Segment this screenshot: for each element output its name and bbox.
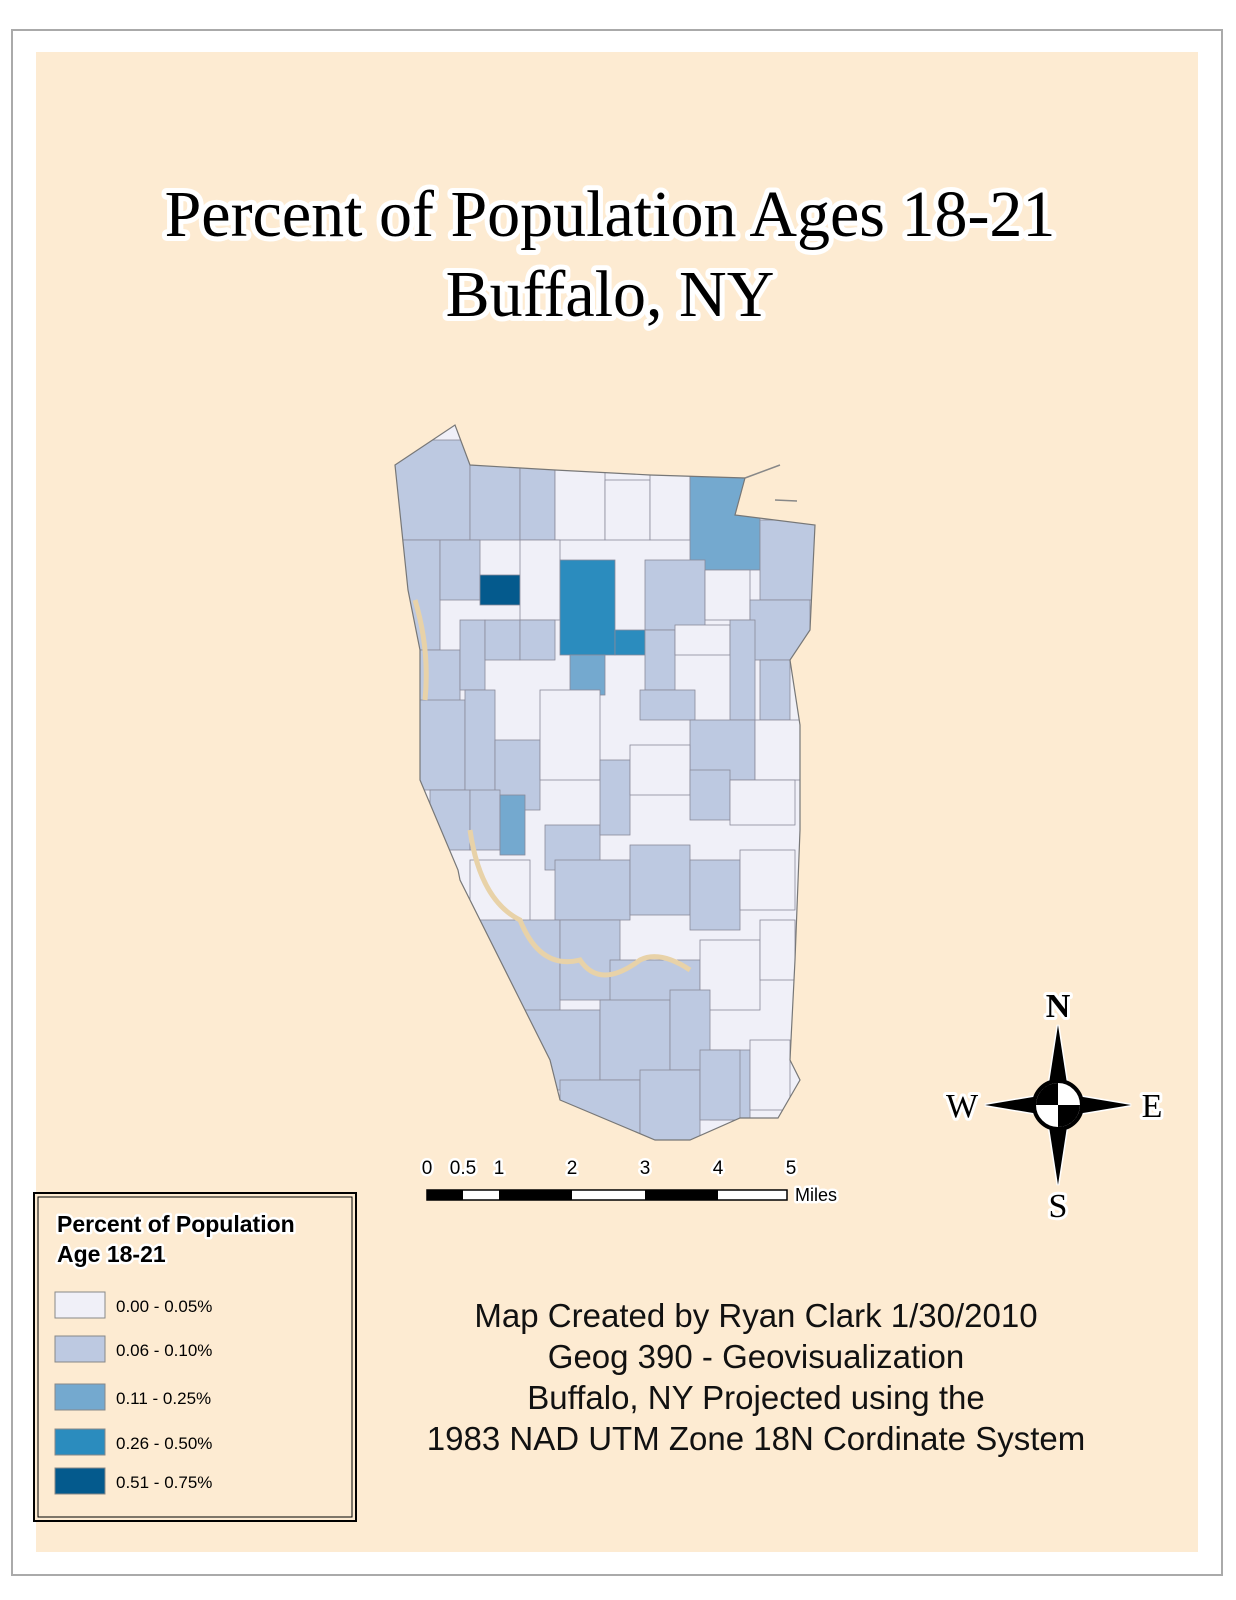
scale-unit: Miles <box>795 1185 837 1205</box>
legend-label: 0.11 - 0.25% <box>116 1389 211 1408</box>
legend-label: 0.06 - 0.10% <box>116 1341 212 1360</box>
tract <box>559 559 616 656</box>
tract <box>759 659 791 721</box>
legend-title: Percent of Population <box>57 1211 295 1237</box>
compass-label: E <box>1142 1088 1163 1125</box>
tract <box>639 1069 701 1140</box>
tract <box>469 459 521 541</box>
legend-label: 0.51 - 0.75% <box>116 1473 212 1492</box>
legend-frame-inner <box>37 1196 353 1518</box>
tract <box>484 619 521 661</box>
tract <box>644 629 676 691</box>
compass-label: S <box>1049 1188 1068 1225</box>
tract <box>614 629 646 656</box>
scale-label: 0 <box>422 1158 433 1179</box>
tract <box>739 849 796 911</box>
tract <box>729 779 796 826</box>
tract <box>629 844 691 916</box>
tract <box>469 789 501 851</box>
tract <box>729 619 756 721</box>
legend-label: 0.00 - 0.05% <box>116 1297 212 1316</box>
scale-label: 0.5 <box>450 1158 476 1179</box>
tract <box>704 569 751 621</box>
scale-label: 2 <box>567 1158 578 1179</box>
credit-line: Buffalo, NY Projected using the <box>527 1379 984 1416</box>
compass-label: N <box>1046 988 1071 1025</box>
tract <box>419 699 466 791</box>
legend-swatch <box>54 1428 106 1456</box>
city-outline <box>394 424 816 1141</box>
tract <box>639 689 696 721</box>
tract <box>554 469 606 541</box>
tract <box>519 459 556 541</box>
tract <box>699 1049 741 1121</box>
compass-center <box>1036 1083 1080 1127</box>
tract <box>464 689 496 801</box>
tract <box>539 689 601 781</box>
tract <box>604 479 651 541</box>
scale-segment <box>499 1190 572 1200</box>
tract <box>519 619 556 661</box>
tract <box>569 654 606 696</box>
scale-bar-frame <box>426 1189 788 1201</box>
tract <box>599 759 631 836</box>
tract <box>674 624 731 656</box>
scale-segment <box>645 1190 718 1200</box>
tract <box>759 919 796 981</box>
tract <box>689 769 731 821</box>
north-arrow: N S W E <box>943 985 1165 1228</box>
legend-label: 0.26 - 0.50% <box>116 1434 212 1453</box>
title-line: Buffalo, NY <box>446 258 775 331</box>
credit-line: Geog 390 - Geovisualization <box>548 1338 964 1375</box>
tract <box>629 744 691 796</box>
credit-line: Map Created by Ryan Clark 1/30/2010 <box>474 1297 1037 1334</box>
tract <box>519 539 561 621</box>
tract <box>749 1039 791 1111</box>
scale-segment <box>427 1190 463 1200</box>
shoreline <box>744 464 798 502</box>
tract <box>644 559 706 631</box>
legend-swatch <box>54 1383 106 1411</box>
legend-swatch <box>54 1335 106 1363</box>
tract <box>439 539 481 601</box>
tract <box>649 469 691 541</box>
tract <box>759 519 815 601</box>
legend-swatch <box>54 1467 106 1495</box>
outer-frame <box>11 29 1223 1576</box>
tract <box>499 794 526 856</box>
scale-label: 1 <box>494 1158 505 1179</box>
tract <box>689 859 741 931</box>
tract <box>754 719 801 781</box>
scale-label: 5 <box>786 1158 797 1179</box>
tract <box>479 574 521 606</box>
tract <box>599 999 671 1081</box>
waterway <box>412 599 692 978</box>
credit-line: 1983 NAD UTM Zone 18N Cordinate System <box>427 1420 1085 1457</box>
scale-label: 3 <box>640 1158 651 1179</box>
scale-bar: 0 0.5 1 2 3 4 5 Miles <box>419 1156 839 1208</box>
tract <box>459 619 486 691</box>
legend: Percent of Population Age 18-21 0.00 - 0… <box>33 1192 357 1522</box>
legend-title: Age 18-21 <box>57 1241 166 1267</box>
tract <box>554 859 631 921</box>
compass-label: W <box>946 1088 979 1125</box>
title-line: Percent of Population Ages 18-21 <box>165 178 1056 251</box>
scale-label: 4 <box>713 1158 724 1179</box>
legend-swatch <box>54 1291 106 1319</box>
